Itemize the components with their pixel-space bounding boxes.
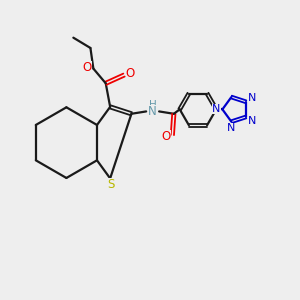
Text: O: O bbox=[126, 67, 135, 80]
Text: N: N bbox=[248, 116, 256, 126]
Text: O: O bbox=[162, 130, 171, 143]
Text: N: N bbox=[212, 104, 221, 114]
Text: O: O bbox=[82, 61, 92, 74]
Text: N: N bbox=[227, 123, 236, 133]
Text: N: N bbox=[148, 105, 157, 118]
Text: H: H bbox=[149, 100, 157, 110]
Text: S: S bbox=[107, 178, 114, 191]
Text: N: N bbox=[248, 93, 256, 103]
